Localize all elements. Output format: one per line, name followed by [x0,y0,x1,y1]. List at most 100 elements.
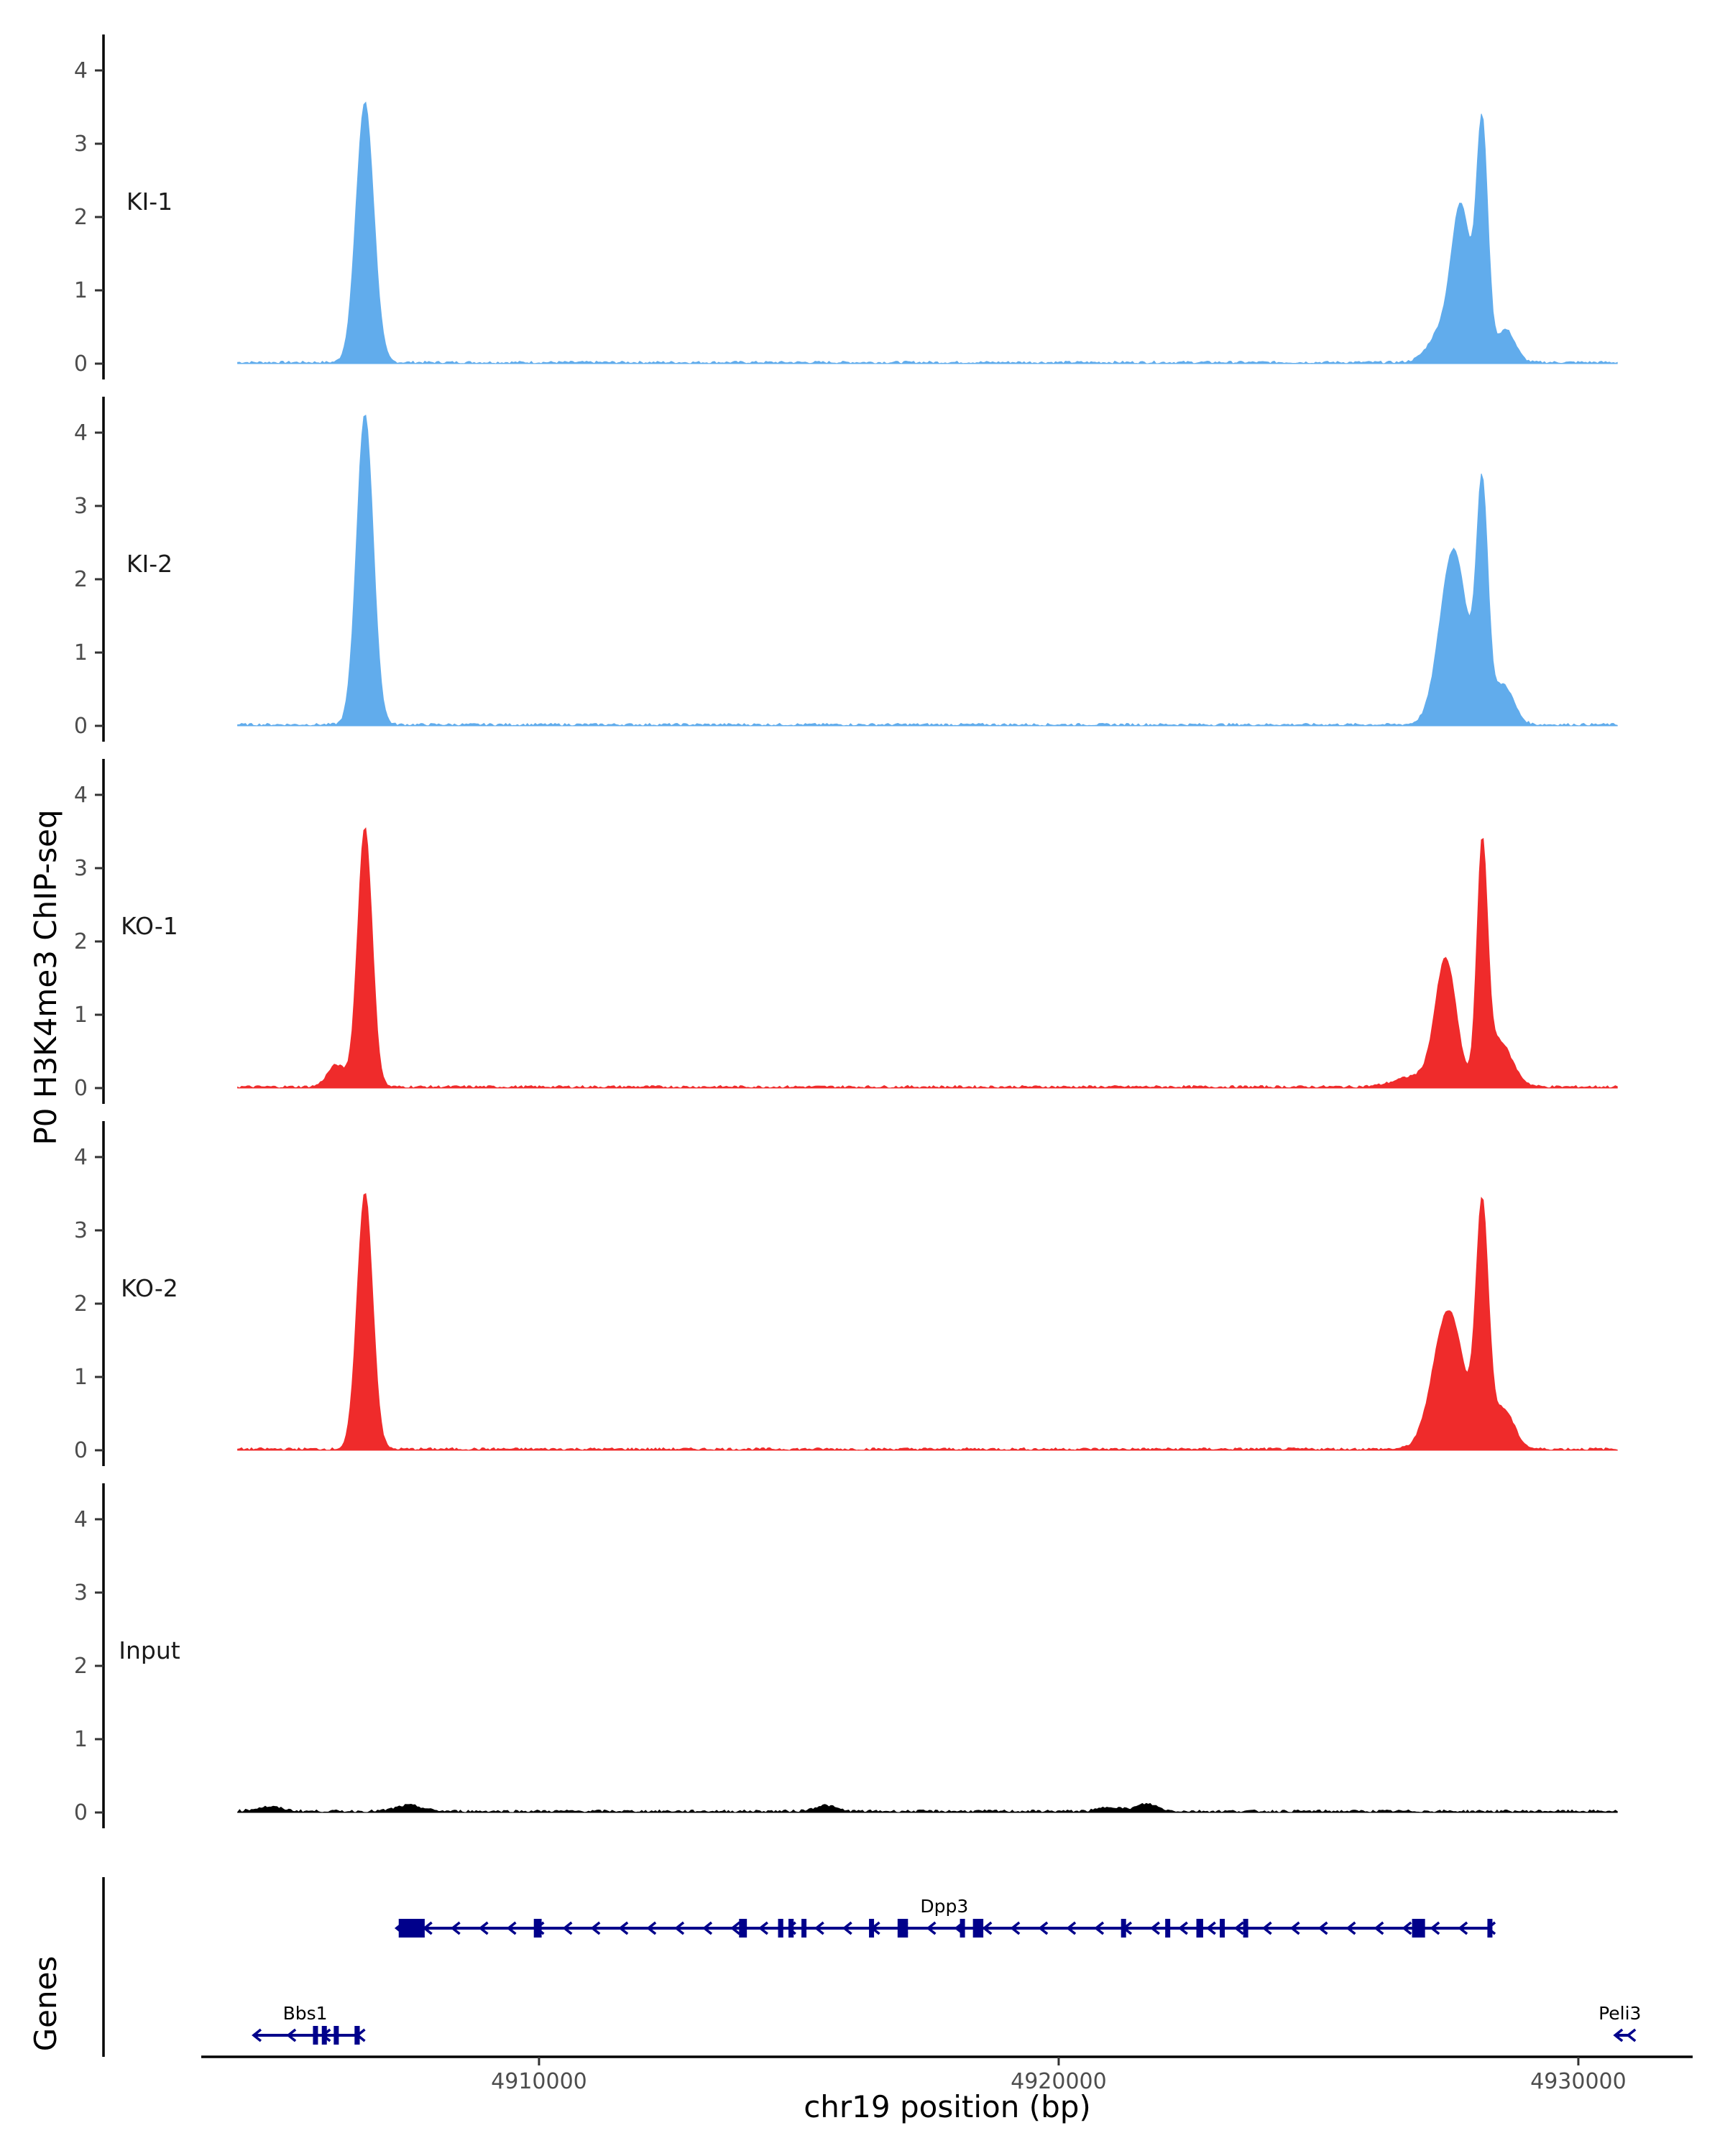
strand-arrow [674,1921,685,1935]
x-tick-label: 4930000 [1530,2069,1627,2094]
strand-arrow [1626,2028,1637,2042]
signal-area [237,827,1618,1089]
strand-arrow [1094,1921,1105,1935]
exon [1412,1919,1425,1938]
exon [788,1919,794,1938]
exon [869,1919,875,1938]
x-axis-title: chr19 position (bp) [804,2089,1091,2124]
y-tick-label: 3 [74,132,88,157]
exon [897,1919,908,1938]
track-label: KO-1 [121,912,178,940]
y-tick-label: 1 [74,1003,88,1028]
exon [398,1919,425,1938]
strand-arrow [1430,1921,1440,1935]
exon [1220,1919,1225,1938]
y-tick-label: 1 [74,1727,88,1752]
y-axis-title: P0 H3K4me3 ChIP-seq [28,809,63,1145]
y-tick-label: 2 [74,929,88,954]
strand-arrow [1289,1921,1300,1935]
strand-arrow [926,1921,937,1935]
exon [1487,1919,1493,1938]
exon [960,1919,965,1938]
exon [1196,1919,1203,1938]
strand-arrow [1613,2028,1624,2042]
strand-arrow [1038,1921,1049,1935]
strand-arrow [646,1921,657,1935]
strand-arrow [286,2028,297,2042]
track-label: KI-2 [126,550,172,578]
y-tick-label: 0 [74,1076,88,1101]
y-tick-label: 3 [74,856,88,881]
gene-label: Peli3 [1598,2003,1641,2024]
y-tick-label: 3 [74,494,88,519]
genes-axis-title: Genes [28,1956,63,2052]
track-label: KO-2 [121,1274,178,1302]
exon [1165,1919,1171,1938]
strand-arrow [478,1921,489,1935]
strand-arrow [1010,1921,1021,1935]
y-tick-label: 2 [74,1291,88,1317]
y-tick-label: 4 [74,1507,88,1532]
y-tick-label: 3 [74,1218,88,1243]
strand-arrow [758,1921,768,1935]
exon [1121,1919,1126,1938]
strand-arrow [730,1921,741,1935]
y-tick-label: 4 [74,1145,88,1170]
exon [321,2026,327,2045]
y-tick-label: 2 [74,567,88,592]
exon [334,2026,339,2045]
exon [801,1919,807,1938]
track-label: KI-1 [126,188,172,216]
signal-area [237,414,1618,727]
strand-arrow [1374,1921,1384,1935]
y-tick-label: 2 [74,1654,88,1679]
y-tick-label: 2 [74,205,88,230]
strand-arrow [562,1921,573,1935]
y-tick-label: 1 [74,640,88,665]
y-tick-label: 0 [74,1800,88,1825]
y-tick-label: 1 [74,1365,88,1390]
track-ko-1: 0 1 2 3 4 KO-1 [74,759,1618,1104]
exon [533,1919,542,1938]
exon [354,2026,360,2045]
track-ki-2: 0 1 2 3 4 KI-2 [74,397,1618,742]
strand-arrow [842,1921,852,1935]
strand-arrow [1261,1921,1272,1935]
exon [313,2026,318,2045]
strand-arrow [1177,1921,1188,1935]
gene-bbs1: Bbs1 [252,2003,366,2045]
track-input: 0 1 2 3 4 Input [74,1483,1618,1828]
y-tick-label: 4 [74,58,88,83]
strand-arrow [590,1921,601,1935]
exon [739,1919,748,1938]
strand-arrow [1150,1921,1160,1935]
track-ki-1: 0 1 2 3 4 KI-1 [74,34,1618,379]
y-tick-label: 4 [74,783,88,808]
track-label: Input [119,1636,180,1664]
strand-arrow [506,1921,517,1935]
strand-arrow [618,1921,629,1935]
strand-arrow [1402,1921,1412,1935]
track-ko-2: 0 1 2 3 4 KO-2 [74,1121,1618,1466]
gene-label: Bbs1 [283,2003,328,2024]
y-tick-label: 4 [74,420,88,446]
y-tick-label: 0 [74,714,88,739]
exon [1243,1919,1248,1938]
y-tick-label: 0 [74,1438,88,1463]
gene-peli3: Peli3 [1598,2003,1641,2042]
strand-arrow [1458,1921,1468,1935]
y-tick-label: 0 [74,351,88,377]
strand-arrow [1317,1921,1328,1935]
signal-area [237,101,1618,364]
signal-area [237,1193,1618,1451]
strand-arrow [702,1921,713,1935]
y-tick-label: 3 [74,1580,88,1606]
strand-arrow [982,1921,993,1935]
x-tick-label: 4910000 [491,2069,587,2094]
strand-arrow [1346,1921,1356,1935]
exon [972,1919,984,1938]
strand-arrow [814,1921,824,1935]
strand-arrow [1205,1921,1216,1935]
strand-arrow [1066,1921,1077,1935]
